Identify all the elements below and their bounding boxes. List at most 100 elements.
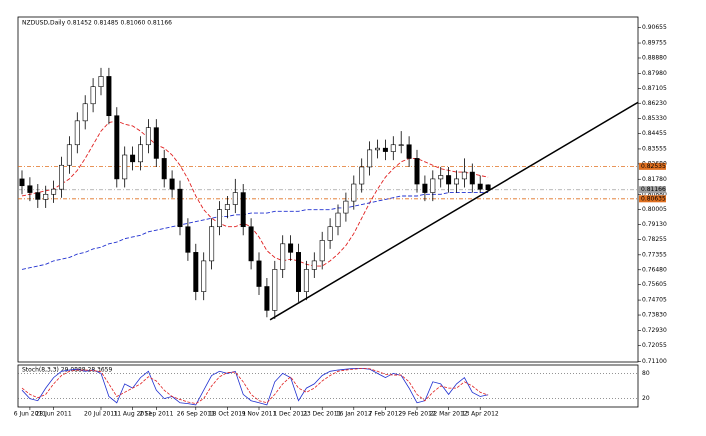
y-tick-label: 0.74705 xyxy=(642,297,667,304)
y-tick-label: 0.83555 xyxy=(642,145,667,152)
candle-body xyxy=(414,158,420,185)
candle-body xyxy=(319,240,325,262)
oscillator-tick-label: 20 xyxy=(642,395,650,402)
x-tick-label: 23 Dec 2011 xyxy=(303,411,342,418)
candle-body xyxy=(82,103,88,122)
y-tick-label: 0.71100 xyxy=(642,358,667,365)
candle-body xyxy=(43,193,49,200)
candle-body xyxy=(169,178,175,190)
x-tick-label: 26 Sep 2011 xyxy=(177,411,215,418)
candle-body xyxy=(90,86,96,105)
candle-body xyxy=(201,260,207,292)
candle-body xyxy=(19,178,25,187)
y-tick-label: 0.88880 xyxy=(642,54,667,61)
candle-body xyxy=(248,226,254,262)
candle-body xyxy=(453,178,459,185)
candle-body xyxy=(430,178,436,193)
y-tick-label: 0.84455 xyxy=(642,130,667,137)
candle-body xyxy=(35,192,41,200)
x-tick-label: 22 Mar 2012 xyxy=(430,411,468,418)
x-tick-label: 7 Feb 2012 xyxy=(369,411,403,418)
candle-body xyxy=(224,204,230,210)
candle-body xyxy=(51,188,57,195)
candle-body xyxy=(351,183,357,202)
candle-body xyxy=(58,164,64,190)
oscillator-line xyxy=(21,367,489,406)
price-level-box xyxy=(639,195,666,203)
y-tick-label: 0.76480 xyxy=(642,266,667,273)
candle-body xyxy=(359,166,365,185)
candle-body xyxy=(311,260,317,270)
x-tick-label: 13 Apr 2012 xyxy=(462,411,499,418)
candle-body xyxy=(256,260,262,287)
candle-body xyxy=(303,269,309,292)
candle-body xyxy=(398,144,404,146)
candle-body xyxy=(390,144,396,152)
y-tick-label: 0.72930 xyxy=(642,327,667,334)
candle-body xyxy=(327,226,333,241)
candle-body xyxy=(66,144,72,166)
candle-body xyxy=(193,252,199,292)
candle-body xyxy=(161,158,167,180)
y-tick-label: 0.72055 xyxy=(642,342,667,349)
candle-body xyxy=(374,147,380,151)
x-tick-label: 2 Sep 2011 xyxy=(139,411,173,418)
y-tick-label: 0.81780 xyxy=(642,176,667,183)
candle-body xyxy=(185,226,191,253)
y-tick-label: 0.77355 xyxy=(642,251,667,258)
candle-body xyxy=(406,144,412,159)
candle-body xyxy=(177,188,183,228)
candle-body xyxy=(240,192,246,228)
candle-body xyxy=(209,226,215,262)
candle-body xyxy=(485,184,491,191)
candle-body xyxy=(295,252,301,292)
y-tick-label: 0.79130 xyxy=(642,221,667,228)
y-tick-label: 0.90655 xyxy=(642,24,667,31)
y-tick-label: 0.85330 xyxy=(642,115,667,122)
price-level-label: 0.81166 xyxy=(641,186,666,193)
oscillator-line xyxy=(21,367,489,405)
trendline xyxy=(269,101,639,321)
candle-body xyxy=(232,192,238,205)
y-tick-label: 0.87980 xyxy=(642,70,667,77)
chart-title: NZDUSD,Daily 0.81452 0.81485 0.81060 0.8… xyxy=(22,20,172,27)
candle-body xyxy=(122,154,128,180)
candle-body xyxy=(138,144,144,163)
candle-body xyxy=(461,171,467,180)
x-tick-label: 11 Aug 2011 xyxy=(113,411,152,418)
candle-body xyxy=(106,76,112,117)
x-tick-label: 28 Jun 2011 xyxy=(36,411,72,418)
candle-body xyxy=(272,269,278,311)
price-level-box xyxy=(639,186,666,194)
x-tick-label: 1 Dec 2011 xyxy=(273,411,308,418)
y-tick-label: 0.73830 xyxy=(642,312,667,319)
candle-body xyxy=(130,154,136,163)
y-tick-label: 0.80005 xyxy=(642,206,667,213)
x-tick-label: 18 Oct 2011 xyxy=(209,411,246,418)
candle-body xyxy=(367,149,373,168)
candle-body xyxy=(98,76,104,87)
x-tick-label: 29 Feb 2012 xyxy=(398,411,436,418)
x-tick-label: 6 Jun 2011 xyxy=(14,411,46,418)
candle-body xyxy=(27,185,33,193)
candle-body xyxy=(145,127,151,146)
y-tick-label: 0.75605 xyxy=(642,281,667,288)
y-tick-label: 0.86230 xyxy=(642,100,667,107)
y-tick-label: 0.89755 xyxy=(642,40,667,47)
candle-body xyxy=(153,127,159,159)
y-tick-label: 0.87105 xyxy=(642,85,667,92)
x-tick-label: 9 Nov 2011 xyxy=(242,411,277,418)
price-level-label: 0.82535 xyxy=(641,163,666,170)
candle-body xyxy=(217,209,223,228)
x-tick-label: 16 Jan 2012 xyxy=(336,411,372,418)
candle-body xyxy=(280,243,286,270)
x-tick-label: 20 Jul 2011 xyxy=(84,411,118,418)
candle-body xyxy=(114,115,120,180)
candle-body xyxy=(74,120,80,146)
y-tick-label: 0.78255 xyxy=(642,236,667,243)
candle-body xyxy=(288,243,294,253)
candle-body xyxy=(446,175,452,185)
candle-body xyxy=(422,183,428,193)
y-tick-label: 0.80880 xyxy=(642,191,667,198)
